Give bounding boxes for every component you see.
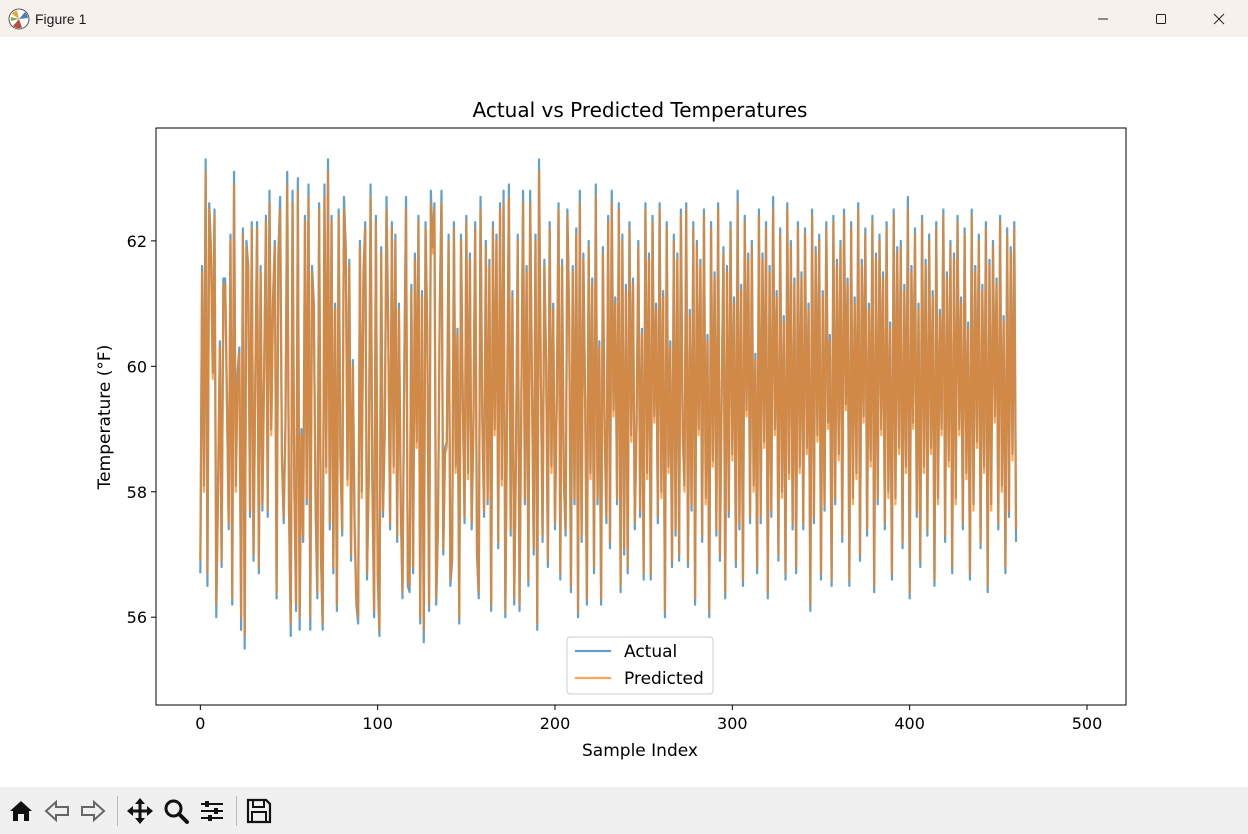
line-chart: Actual vs Predicted Temperatures 0 100 200… bbox=[95, 98, 1127, 761]
x-axis-label: Sample Index bbox=[582, 741, 698, 761]
figure-canvas: Actual vs Predicted Temperatures 0 100 200… bbox=[0, 37, 1248, 787]
x-tick-label: 200 bbox=[540, 714, 571, 733]
close-icon bbox=[1213, 13, 1225, 24]
y-tick-label: 62 bbox=[127, 232, 147, 251]
y-tick-label: 58 bbox=[127, 483, 147, 502]
forward-button[interactable] bbox=[76, 794, 110, 828]
matplotlib-app-icon bbox=[8, 8, 30, 29]
close-button[interactable] bbox=[1190, 0, 1248, 37]
save-button[interactable] bbox=[242, 794, 276, 828]
window-titlebar: Figure 1 bbox=[0, 0, 1248, 37]
window-title: Figure 1 bbox=[35, 10, 87, 27]
minimize-icon bbox=[1098, 18, 1108, 19]
y-axis-label: Temperature (°F) bbox=[95, 345, 115, 491]
toolbar-separator bbox=[236, 795, 237, 826]
home-button[interactable] bbox=[4, 794, 38, 828]
pan-icon bbox=[127, 797, 153, 824]
y-tick-label: 60 bbox=[127, 357, 147, 376]
legend-label-actual: Actual bbox=[624, 642, 677, 662]
forward-icon bbox=[81, 799, 106, 822]
back-icon bbox=[44, 799, 69, 822]
x-tick-label: 400 bbox=[894, 714, 925, 733]
home-icon bbox=[10, 800, 32, 821]
configure-subplots-button[interactable] bbox=[195, 794, 229, 828]
x-tick-label: 0 bbox=[195, 714, 205, 733]
maximize-icon bbox=[1156, 13, 1166, 24]
chart-title: Actual vs Predicted Temperatures bbox=[473, 98, 808, 122]
configure-subplots-icon bbox=[201, 800, 223, 821]
series-line-predicted bbox=[199, 170, 1018, 638]
save-icon bbox=[246, 798, 272, 823]
pan-button[interactable] bbox=[123, 794, 157, 828]
back-button[interactable] bbox=[40, 794, 74, 828]
toolbar-separator bbox=[117, 795, 118, 826]
x-tick-label: 500 bbox=[1072, 714, 1103, 733]
zoom-button[interactable] bbox=[159, 794, 193, 828]
legend: Actual Predicted bbox=[566, 636, 714, 695]
plot-area-frame bbox=[155, 127, 1127, 706]
x-tick-label: 300 bbox=[717, 714, 748, 733]
navigation-toolbar bbox=[0, 787, 1248, 834]
legend-label-predicted: Predicted bbox=[624, 669, 704, 689]
zoom-icon bbox=[164, 799, 189, 824]
maximize-button[interactable] bbox=[1132, 0, 1190, 37]
minimize-button[interactable] bbox=[1074, 0, 1132, 37]
window-controls bbox=[1074, 0, 1248, 37]
x-tick-label: 100 bbox=[362, 714, 393, 733]
y-tick-label: 56 bbox=[127, 608, 147, 627]
